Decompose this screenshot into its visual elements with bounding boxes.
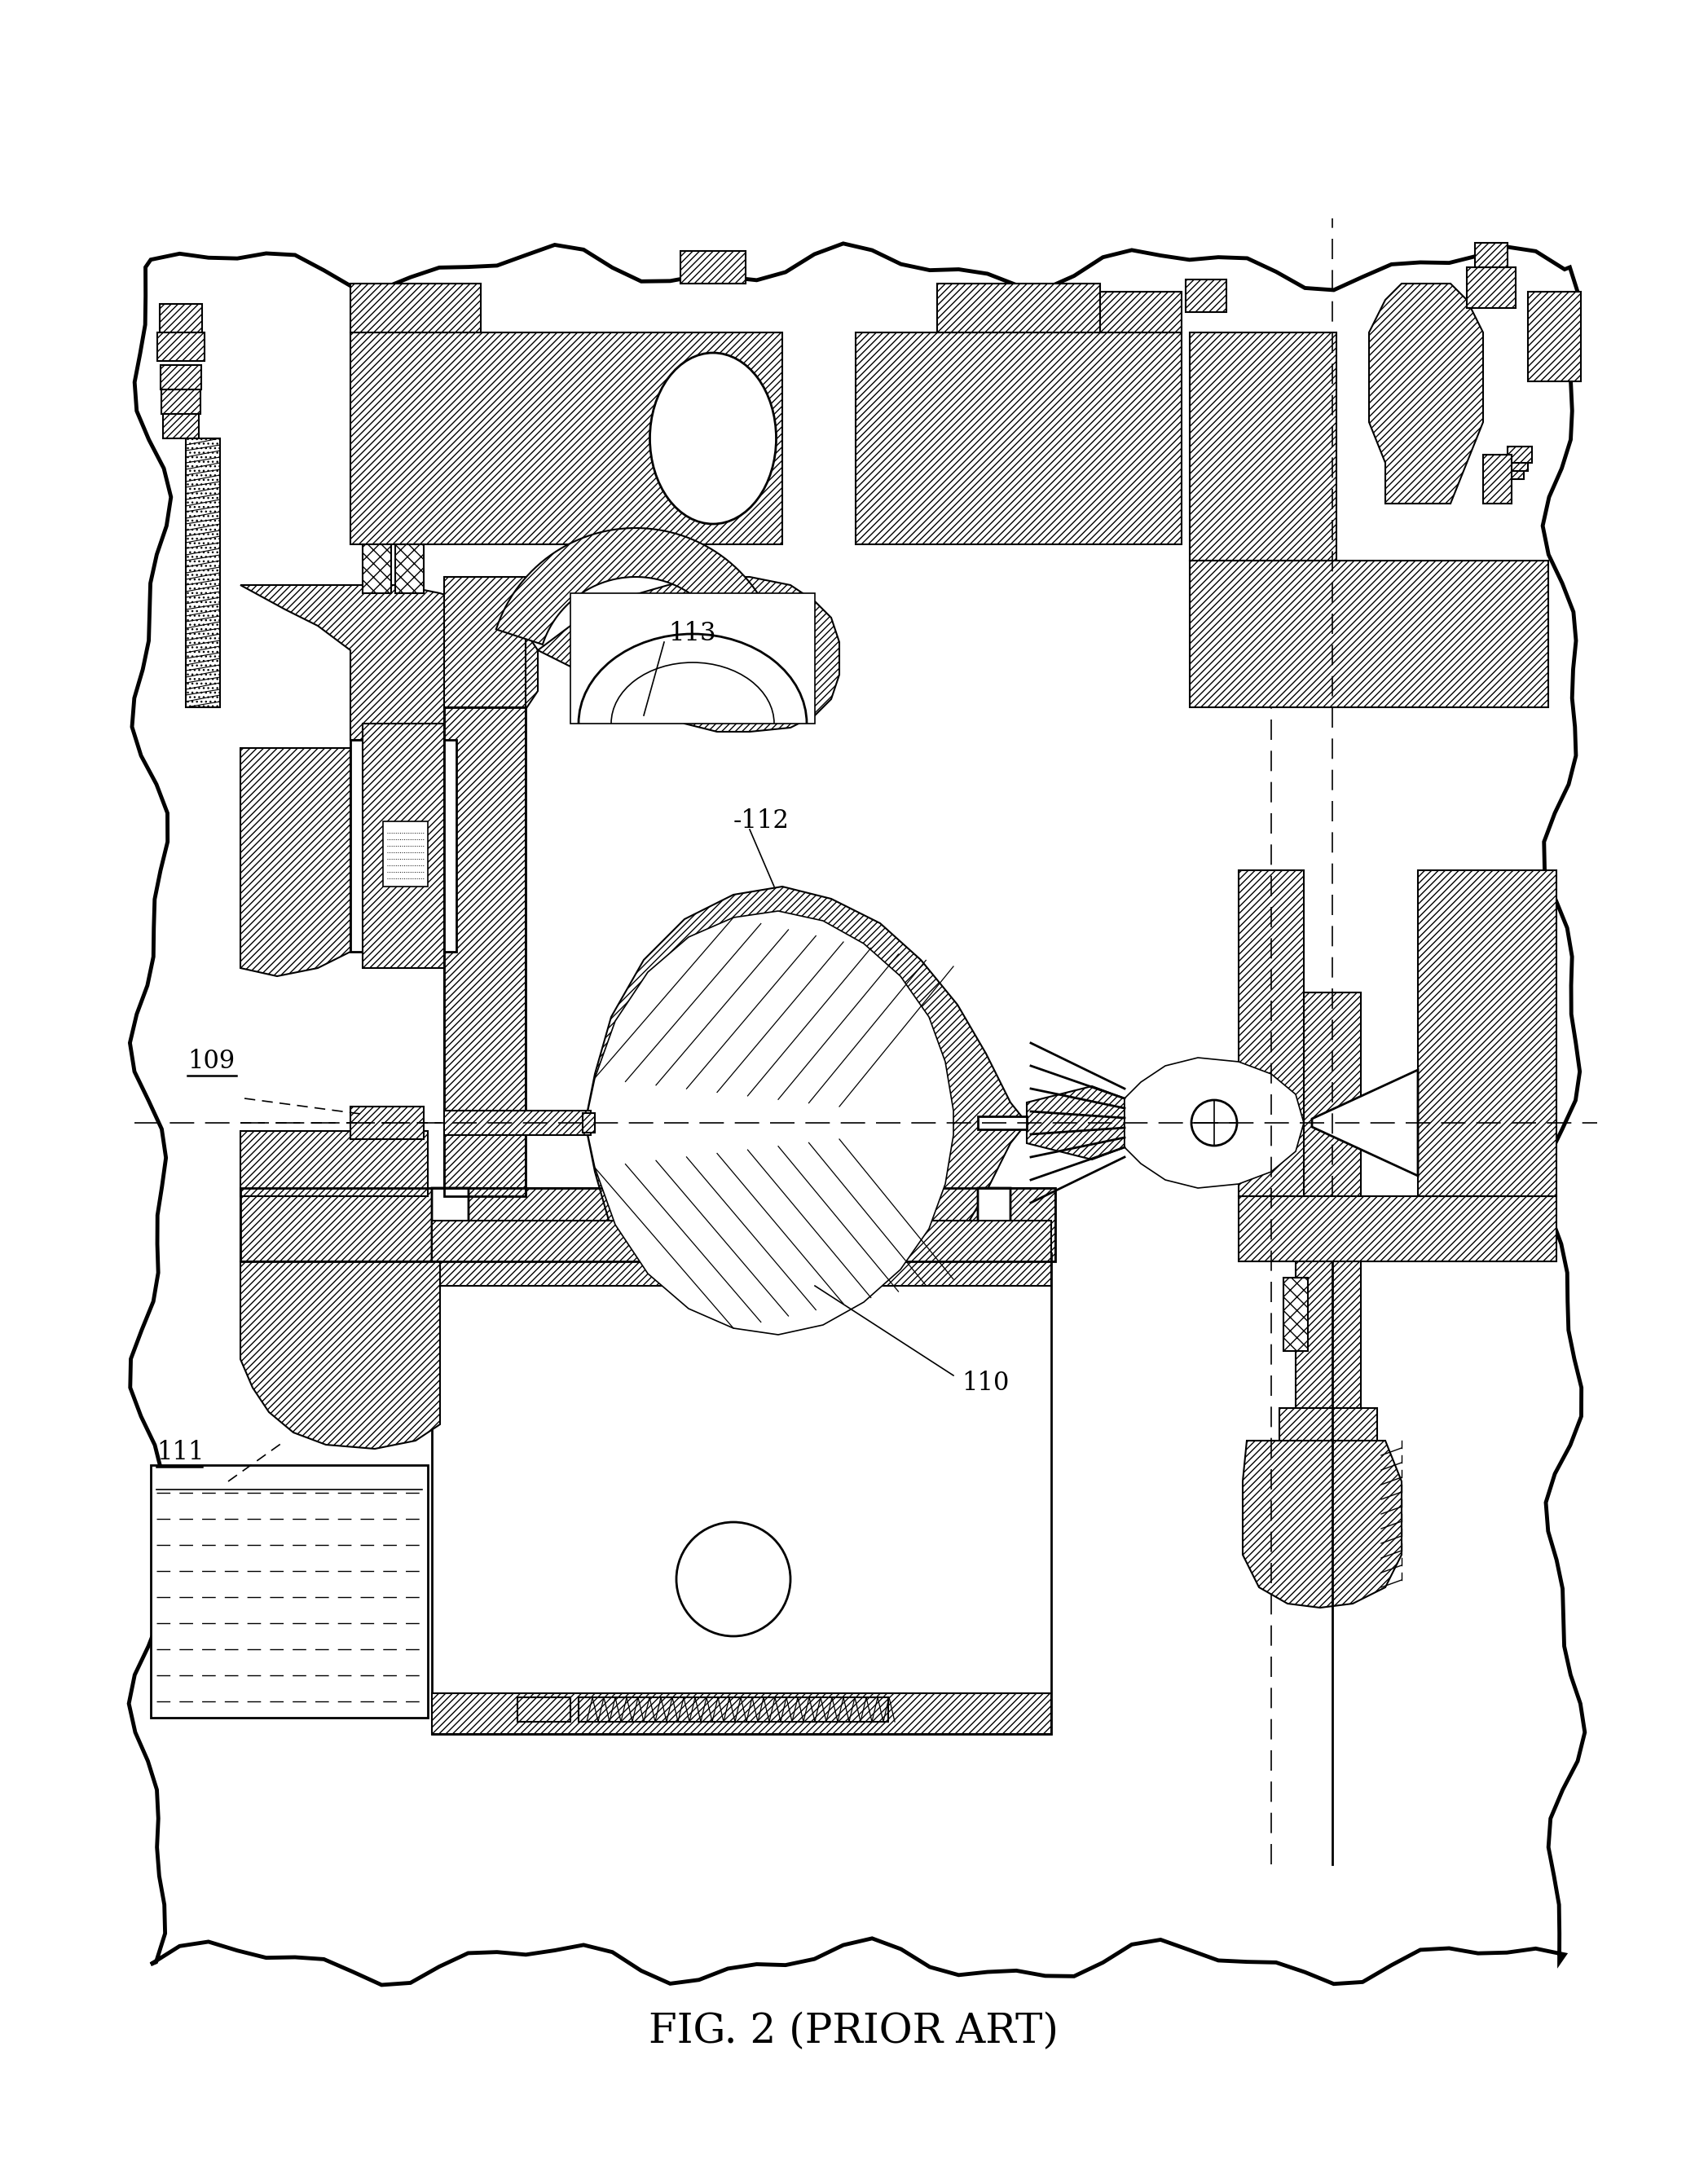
Polygon shape	[241, 748, 350, 976]
Bar	[1100, 291, 1182, 333]
Polygon shape	[1243, 1441, 1402, 1609]
Bar	[1238, 1196, 1556, 1261]
Bar	[1296, 994, 1361, 1441]
Bar	[432, 1220, 1050, 1285]
Bar	[350, 333, 782, 544]
Circle shape	[676, 1522, 791, 1637]
Bar	[1279, 1409, 1377, 1474]
Bar	[444, 1111, 591, 1135]
Bar	[350, 1107, 424, 1139]
Polygon shape	[588, 887, 1027, 1359]
Bar	[979, 1115, 1027, 1128]
Bar	[362, 544, 391, 594]
Bar	[1503, 454, 1529, 472]
Polygon shape	[128, 243, 1585, 1985]
Bar	[432, 1252, 1050, 1735]
Bar	[856, 333, 1182, 544]
Bar	[444, 576, 526, 707]
Circle shape	[1192, 1100, 1237, 1146]
Bar	[444, 707, 526, 1196]
Bar	[241, 1130, 427, 1196]
Bar	[680, 250, 746, 283]
Polygon shape	[1027, 1087, 1124, 1159]
Bar	[432, 1694, 1050, 1735]
Bar	[1418, 870, 1556, 1196]
Bar	[444, 707, 526, 1196]
Polygon shape	[538, 576, 839, 733]
Bar	[157, 333, 205, 361]
Bar	[582, 1113, 594, 1133]
Bar	[1483, 454, 1512, 504]
Bar	[518, 1698, 570, 1722]
Bar	[579, 1698, 888, 1722]
Bar	[161, 304, 202, 333]
Bar	[570, 594, 815, 724]
Bar	[1529, 291, 1582, 380]
Polygon shape	[241, 1261, 441, 1448]
Polygon shape	[588, 911, 953, 1335]
Text: FIG. 2 (PRIOR ART): FIG. 2 (PRIOR ART)	[649, 2011, 1059, 2052]
Polygon shape	[495, 528, 775, 644]
Bar	[241, 1187, 1056, 1261]
Bar	[161, 365, 202, 389]
Text: -112: -112	[733, 809, 789, 835]
Polygon shape	[1124, 1059, 1303, 1187]
Bar	[938, 283, 1100, 333]
Ellipse shape	[649, 352, 775, 524]
Bar	[1190, 561, 1547, 707]
Bar	[162, 413, 198, 439]
Bar	[161, 389, 200, 413]
Bar	[350, 283, 480, 333]
Polygon shape	[241, 585, 538, 739]
Bar	[1283, 1278, 1308, 1350]
Bar	[362, 724, 444, 967]
Text: 111: 111	[157, 1439, 205, 1465]
Text: 110: 110	[962, 1372, 1009, 1396]
Bar	[241, 1187, 1056, 1261]
Polygon shape	[432, 1187, 1011, 1557]
Text: 109: 109	[188, 1048, 234, 1074]
Bar	[186, 439, 220, 707]
Polygon shape	[432, 1187, 997, 1554]
Bar	[1508, 446, 1532, 463]
Bar	[383, 822, 427, 887]
Bar	[1185, 280, 1226, 313]
Polygon shape	[1370, 283, 1483, 504]
Bar	[150, 1465, 427, 1717]
Bar	[1500, 463, 1524, 478]
Bar	[1476, 243, 1508, 267]
Polygon shape	[1312, 1070, 1418, 1176]
Text: 113: 113	[668, 622, 716, 646]
Bar	[1190, 333, 1336, 561]
Bar	[395, 544, 424, 594]
Bar	[1467, 267, 1515, 309]
Bar	[1238, 870, 1303, 1196]
Bar	[350, 739, 456, 952]
